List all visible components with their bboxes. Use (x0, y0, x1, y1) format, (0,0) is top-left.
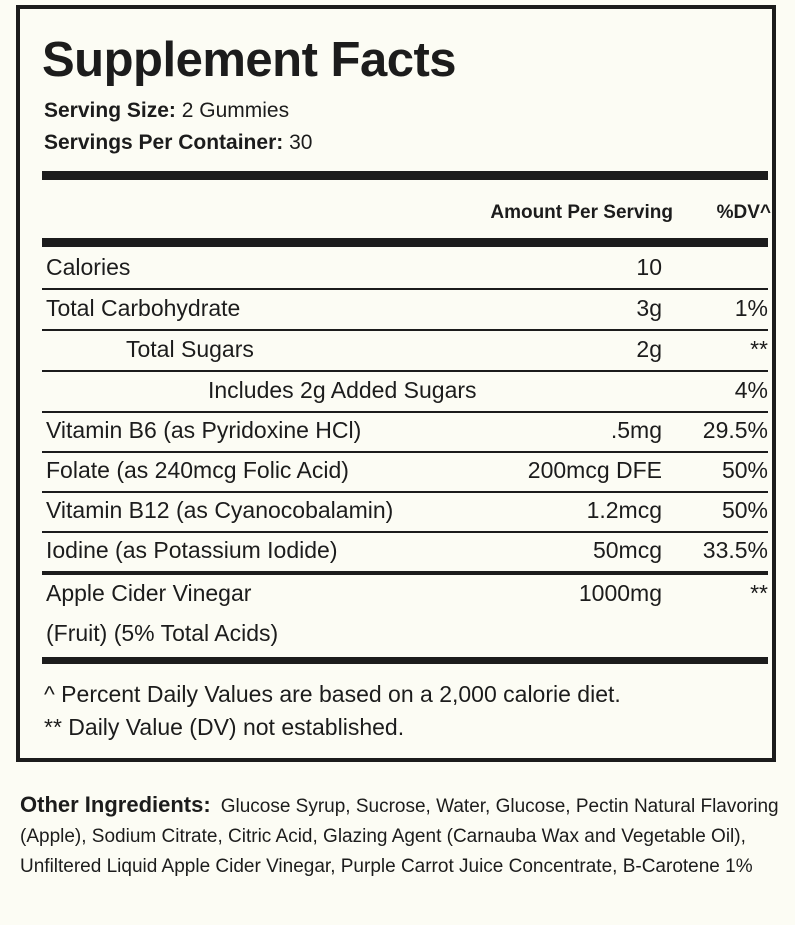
serving-size-label: Serving Size: (44, 99, 176, 122)
row-total-carbohydrate: Total Carbohydrate 3g 1% (42, 289, 768, 331)
amount: 200mcg DFE (527, 457, 662, 483)
nutrient-name: Total Sugars (126, 336, 254, 362)
amount: 10 (636, 254, 662, 280)
servings-per-container: Servings Per Container: 30 (44, 132, 312, 153)
other-ingredients-text: Glucose Syrup, Sucrose, Water, Glucose, … (20, 796, 779, 877)
dv: 50% (721, 497, 768, 523)
serving-size-value: 2 Gummies (181, 99, 290, 122)
nutrient-name: Apple Cider Vinegar (46, 580, 252, 606)
row-added-sugars: Includes 2g Added Sugars 4% (42, 371, 768, 413)
row-total-sugars: Total Sugars 2g ** (42, 330, 768, 372)
dv: 1% (734, 295, 768, 321)
amount: 1000mg (578, 580, 662, 606)
other-ingredients: Other Ingredients: Glucose Syrup, Sucrose… (20, 790, 780, 882)
row-vitamin-b6: Vitamin B6 (as Pyridoxine HCl) .5mg 29.5% (42, 411, 768, 453)
divider-thick (42, 238, 768, 247)
nutrient-name: Includes 2g Added Sugars (208, 377, 477, 403)
row-iodine: Iodine (as Potassium Iodide) 50mcg 33.5% (42, 531, 768, 571)
nutrient-name-detail: (Fruit) (5% Total Acids) (46, 620, 279, 646)
amount: 3g (636, 295, 662, 321)
nutrient-name: Vitamin B6 (as Pyridoxine HCl) (46, 417, 362, 443)
dv: 50% (721, 457, 768, 483)
servings-label: Servings Per Container: (44, 131, 284, 154)
amount: 2g (636, 336, 662, 362)
divider-thick (42, 171, 768, 180)
divider-medium (42, 571, 768, 575)
footnote-dv: ^ Percent Daily Values are based on a 2,… (44, 681, 621, 707)
nutrient-name: Folate (as 240mcg Folic Acid) (46, 457, 349, 483)
row-apple-cider-vinegar: Apple Cider Vinegar (Fruit) (5% Total Aci… (42, 574, 768, 654)
nutrient-name: Calories (46, 254, 131, 280)
serving-size: Serving Size: 2 Gummies (44, 100, 289, 121)
dv: 33.5% (702, 537, 768, 563)
nutrient-name: Total Carbohydrate (46, 295, 241, 321)
row-folate: Folate (as 240mcg Folic Acid) 200mcg DFE 5… (42, 451, 768, 493)
servings-value: 30 (289, 131, 313, 154)
amount: 1.2mcg (586, 497, 662, 523)
row-calories: Calories 10 (42, 248, 768, 290)
amount-header: Amount Per Serving (490, 202, 673, 223)
amount: .5mg (610, 417, 662, 443)
page-title: Supplement Facts (42, 33, 457, 87)
dv: ** (750, 580, 768, 606)
divider-thick (42, 657, 768, 664)
footnote-not-established: ** Daily Value (DV) not established. (44, 714, 405, 740)
dv: ** (750, 336, 768, 362)
other-ingredients-label: Other Ingredients: (20, 792, 211, 817)
dv: 29.5% (702, 417, 768, 443)
nutrient-name: Iodine (as Potassium Iodide) (46, 537, 338, 563)
amount: 50mcg (592, 537, 662, 563)
supplement-facts-panel (16, 5, 776, 762)
row-vitamin-b12: Vitamin B12 (as Cyanocobalamin) 1.2mcg 50% (42, 491, 768, 533)
nutrient-name: Vitamin B12 (as Cyanocobalamin) (46, 497, 394, 523)
dv-header: %DV^ (716, 202, 771, 223)
dv: 4% (734, 377, 768, 403)
